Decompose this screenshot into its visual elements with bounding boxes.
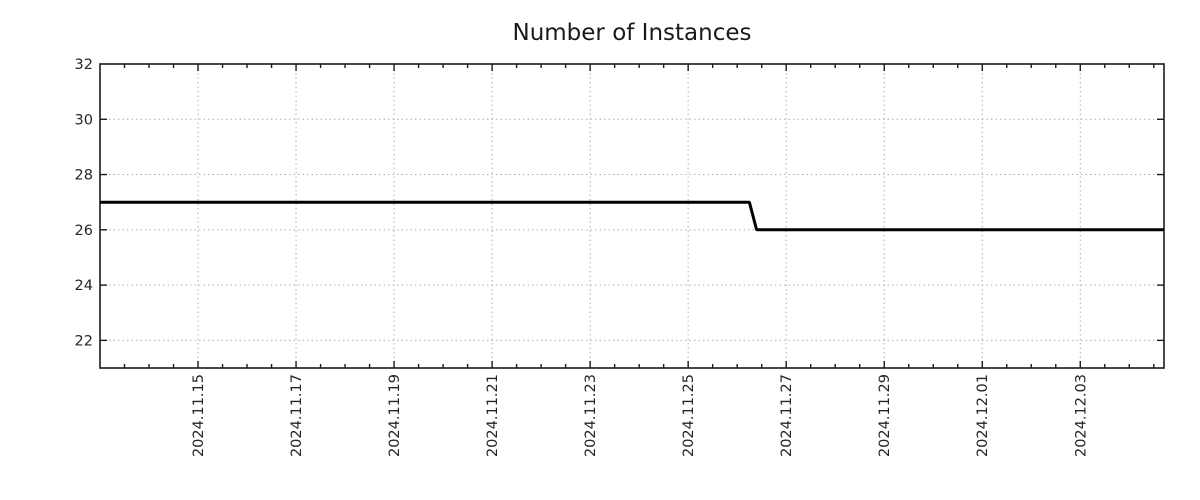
- x-axis-tick-label: 2024.12.01: [975, 374, 991, 457]
- x-axis-tick-label: 2024.11.19: [387, 374, 403, 457]
- x-axis-tick-label: 2024.11.29: [877, 374, 893, 457]
- x-axis-tick-label: 2024.11.23: [583, 374, 599, 457]
- y-axis-tick-label: 28: [75, 168, 93, 184]
- y-axis-tick-label: 30: [75, 112, 93, 128]
- y-axis-tick-label: 32: [75, 57, 93, 73]
- x-axis-tick-label: 2024.11.17: [289, 374, 305, 457]
- x-axis-tick-label: 2024.11.21: [485, 374, 501, 457]
- series-line-instances: [100, 200, 1164, 232]
- x-axis-tick-label: 2024.11.15: [191, 374, 207, 457]
- y-axis-tick-label: 24: [75, 278, 93, 294]
- x-axis-tick-label: 2024.12.03: [1073, 374, 1089, 457]
- x-axis-tick-label: 2024.11.27: [779, 374, 795, 457]
- chart-title: Number of Instances: [513, 20, 752, 46]
- y-axis-tick-label: 26: [75, 223, 93, 239]
- x-axis-tick-label: 2024.11.25: [681, 374, 697, 457]
- plot-border: [99, 63, 1165, 369]
- y-axis-tick-label: 22: [75, 333, 93, 349]
- plot-layer: 22 24 26 28 30 32 2024.11.15 2024.11.17 2024.11.…: [75, 57, 1165, 457]
